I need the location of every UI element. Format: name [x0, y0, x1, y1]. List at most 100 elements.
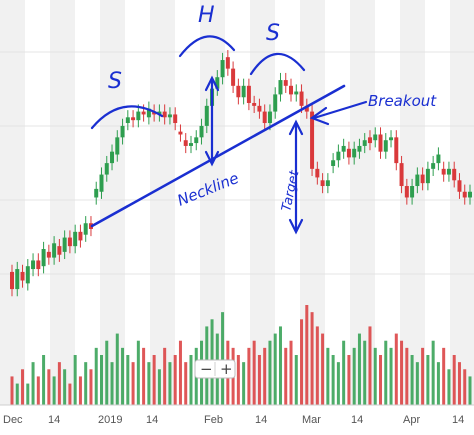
- candle-body: [104, 163, 109, 175]
- volume-bar: [26, 383, 30, 405]
- candle: [20, 264, 25, 288]
- candle: [289, 78, 294, 102]
- volume-bar: [389, 347, 393, 405]
- candle-body: [141, 111, 146, 115]
- candle-body: [262, 111, 267, 124]
- candle-body: [352, 148, 357, 158]
- candle: [36, 253, 41, 277]
- volume-bar: [300, 319, 304, 405]
- candle-body: [15, 269, 20, 290]
- candle-body: [346, 148, 351, 158]
- x-tick-label: Dec: [3, 414, 23, 426]
- candle-body: [162, 111, 167, 118]
- candle: [436, 147, 441, 171]
- candle-body: [457, 180, 462, 192]
- candle-body: [52, 243, 57, 258]
- candle-body: [331, 160, 336, 166]
- volume-bar: [263, 347, 267, 405]
- target-arrowhead-top: [288, 119, 304, 136]
- week-band: [250, 0, 275, 405]
- candle-body: [246, 85, 251, 103]
- zoom-in-button[interactable]: +: [220, 360, 233, 378]
- candle: [441, 161, 446, 182]
- neckline-line: [90, 84, 346, 228]
- candle: [183, 133, 188, 154]
- candle-body: [73, 231, 78, 247]
- candle: [231, 61, 236, 93]
- volume-bar: [121, 347, 125, 405]
- candle: [78, 224, 83, 248]
- candle-body: [10, 271, 14, 290]
- candle: [110, 144, 115, 171]
- volume-bar: [352, 347, 356, 405]
- zoom-control: − +: [194, 359, 236, 379]
- candle-body: [367, 137, 372, 144]
- candle-body: [83, 223, 88, 235]
- volume-bar: [257, 355, 261, 405]
- candle-body: [425, 168, 430, 184]
- volume-bar: [247, 347, 251, 405]
- candle-body: [341, 145, 346, 152]
- candle: [383, 133, 388, 159]
- head-label: H: [198, 3, 215, 28]
- candle: [94, 181, 99, 205]
- candle: [52, 236, 57, 265]
- candle: [410, 178, 415, 205]
- candle-body: [31, 260, 36, 270]
- candle: [320, 173, 325, 194]
- candle-body: [131, 117, 136, 121]
- volume-bar: [384, 340, 388, 405]
- volume-bar: [326, 347, 330, 405]
- candle: [252, 95, 257, 114]
- candle: [304, 98, 309, 119]
- head-arc: [178, 35, 236, 58]
- candle: [125, 110, 130, 131]
- candle-body: [446, 168, 451, 175]
- volume-bar: [394, 333, 398, 405]
- candle: [336, 144, 341, 168]
- candle: [67, 230, 72, 254]
- candle-body: [178, 131, 183, 135]
- volume-bar: [405, 347, 409, 405]
- candle-body: [225, 57, 230, 69]
- volume-bar: [110, 362, 114, 405]
- candle: [136, 104, 141, 128]
- candle: [446, 161, 451, 182]
- week-band: [150, 0, 175, 405]
- candle: [331, 153, 336, 174]
- volume-bar: [278, 326, 282, 405]
- candle: [273, 87, 278, 119]
- candle-body: [173, 114, 178, 124]
- candle: [352, 141, 357, 165]
- volume-bar: [368, 326, 372, 405]
- volume-bar: [15, 383, 19, 405]
- candle-body: [136, 111, 141, 121]
- pattern-annotations: [90, 35, 368, 235]
- candle: [31, 253, 36, 277]
- candle: [15, 261, 20, 297]
- week-band: [0, 0, 25, 405]
- candle-body: [452, 168, 457, 181]
- candle-body: [188, 143, 193, 146]
- candle: [120, 118, 125, 145]
- candle-body: [99, 174, 104, 192]
- volume-bar: [78, 376, 82, 405]
- breakout-arrowhead: [309, 106, 330, 126]
- volume-bar: [10, 376, 14, 405]
- volume-bar: [452, 355, 456, 405]
- volume-bar: [442, 347, 446, 405]
- candle: [188, 135, 193, 154]
- candle: [204, 98, 209, 134]
- volume-bar: [189, 355, 193, 405]
- volume-bar: [294, 355, 298, 405]
- x-tick-label: 14: [351, 414, 363, 426]
- candle: [262, 104, 267, 131]
- x-tick-label: 14: [452, 414, 464, 426]
- volume-bar: [426, 355, 430, 405]
- volume-bar: [342, 340, 346, 405]
- candle: [115, 130, 120, 162]
- volume-bar: [242, 362, 246, 405]
- candle-body: [420, 174, 425, 184]
- candle-body: [57, 246, 62, 255]
- zoom-out-button[interactable]: −: [200, 360, 213, 378]
